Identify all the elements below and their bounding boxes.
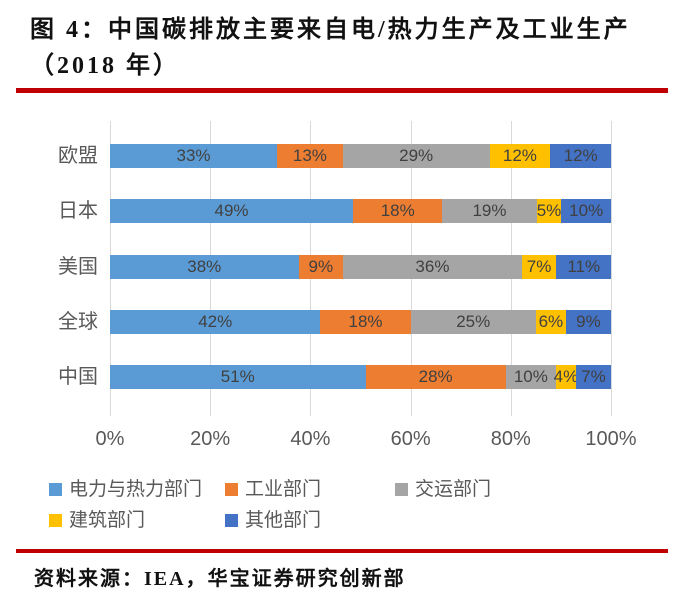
segment-value-label: 42% <box>198 312 233 331</box>
bar-segment: 25% <box>410 310 536 334</box>
gridline <box>611 121 612 416</box>
legend-swatch-icon <box>49 483 62 496</box>
bar-segment: 29% <box>342 144 490 168</box>
bar-row-3: 38% 9% 36% 7% 11% <box>110 255 611 279</box>
bar-segment: 13% <box>277 144 343 168</box>
legend-label: 其他部门 <box>245 510 322 531</box>
bar-segment: 19% <box>442 199 537 223</box>
bar-segment: 51% <box>110 365 366 389</box>
legend-swatch-icon <box>225 514 238 527</box>
segment-value-label: 36% <box>415 257 450 276</box>
category-label: 全球 <box>58 311 98 333</box>
segment-value-label: 49% <box>214 201 249 220</box>
segment-value-label: 28% <box>418 367 453 386</box>
bar-segment: 10% <box>561 199 611 223</box>
legend-label: 建筑部门 <box>69 510 146 531</box>
segment-value-label: 9% <box>308 257 334 276</box>
segment-value-label: 18% <box>348 312 383 331</box>
segment-value-label: 10% <box>569 201 604 220</box>
segment-value-label: 4% <box>553 367 579 386</box>
bar-segment: 12% <box>550 144 611 168</box>
x-tick-label: 20% <box>190 428 231 450</box>
segment-value-label: 51% <box>220 367 255 386</box>
segment-value-label: 29% <box>399 146 434 165</box>
legend-label: 交运部门 <box>415 479 492 500</box>
segment-value-label: 13% <box>292 146 327 165</box>
bar-segment: 42% <box>110 310 321 334</box>
category-label: 日本 <box>58 200 98 222</box>
bar-segment: 28% <box>365 365 506 389</box>
figure-title-line1: 图 4：中国碳排放主要来自电/热力生产及工业生产 <box>30 17 631 43</box>
legend-item: 交运部门 <box>395 479 491 501</box>
segment-value-label: 7% <box>581 367 606 386</box>
segment-value-label: 38% <box>187 257 222 276</box>
x-tick-label: 60% <box>390 428 431 450</box>
top-red-divider <box>16 88 668 93</box>
legend-label: 工业部门 <box>245 479 322 500</box>
segment-value-label: 19% <box>472 201 507 220</box>
legend-label: 电力与热力部门 <box>69 479 203 500</box>
bar-segment: 9% <box>565 310 612 334</box>
legend-swatch-icon <box>49 514 62 527</box>
legend-item: 其他部门 <box>225 510 321 532</box>
bar-segment: 33% <box>110 144 277 168</box>
legend-swatch-icon <box>225 483 238 496</box>
bar-segment: 11% <box>556 255 611 279</box>
plot-area: 33% 13% 29% 12% 12% 49% 18% 19% 5% 10% 38% 9% 36% 7% 1… <box>110 121 612 416</box>
source-note: 资料来源：IEA，华宝证券研究创新部 <box>34 568 406 590</box>
bar-row-2: 49% 18% 19% 5% 10% <box>110 199 611 223</box>
bottom-red-divider <box>16 549 668 553</box>
bar-segment: 18% <box>353 199 443 223</box>
x-tick-label: 0% <box>95 428 125 450</box>
bar-segment: 7% <box>575 365 611 389</box>
figure-title-line2: （2018 年） <box>30 53 180 79</box>
category-label: 欧盟 <box>58 145 98 167</box>
segment-value-label: 18% <box>380 201 415 220</box>
segment-value-label: 12% <box>563 146 598 165</box>
bar-segment: 38% <box>110 255 299 279</box>
figure-title: 图 4：中国碳排放主要来自电/热力生产及工业生产 （2018 年） <box>30 12 660 84</box>
legend: 电力与热力部门 工业部门 交运部门建筑部门 其他部门 <box>49 479 649 531</box>
segment-value-label: 12% <box>502 146 537 165</box>
segment-value-label: 5% <box>536 201 562 220</box>
segment-value-label: 9% <box>576 312 601 331</box>
bar-segment: 9% <box>298 255 344 279</box>
bar-row-1: 33% 13% 29% 12% 12% <box>110 144 611 168</box>
chart-area: 33% 13% 29% 12% 12% 49% 18% 19% 5% 10% 38% 9% 36% 7% 1… <box>0 121 684 416</box>
bar-segment: 49% <box>110 199 354 223</box>
bar-segment: 18% <box>320 310 411 334</box>
x-axis-ticks: 0% 20% 40% 60% 80% 100% <box>96 428 637 450</box>
bar-row-5: 51% 28% 10% 4% 7% <box>110 365 611 389</box>
bar-segment: 4% <box>553 365 579 389</box>
category-label: 美国 <box>58 256 98 278</box>
segment-value-label: 10% <box>513 367 548 386</box>
bar-segment: 10% <box>505 365 556 389</box>
category-label: 中国 <box>58 366 98 388</box>
segment-value-label: 7% <box>526 257 552 276</box>
legend-swatch-icon <box>395 483 408 496</box>
legend-item: 建筑部门 <box>49 510 145 532</box>
legend-item: 工业部门 <box>225 479 321 501</box>
bar-row-4: 42% 18% 25% 6% 9% <box>110 310 612 334</box>
bar-segment: 12% <box>489 144 551 168</box>
x-tick-label: 80% <box>490 428 531 450</box>
segment-value-label: 6% <box>538 312 564 331</box>
bar-segment: 36% <box>343 255 522 279</box>
bar-segment: 7% <box>521 255 557 279</box>
legend-item: 电力与热力部门 <box>49 479 202 501</box>
segment-value-label: 33% <box>176 146 211 165</box>
segment-value-label: 25% <box>456 312 491 331</box>
bar-segment: 5% <box>536 199 562 223</box>
x-tick-label: 40% <box>290 428 331 450</box>
segment-value-label: 11% <box>567 257 601 276</box>
x-tick-label: 100% <box>585 428 637 450</box>
bar-segment: 6% <box>535 310 566 334</box>
